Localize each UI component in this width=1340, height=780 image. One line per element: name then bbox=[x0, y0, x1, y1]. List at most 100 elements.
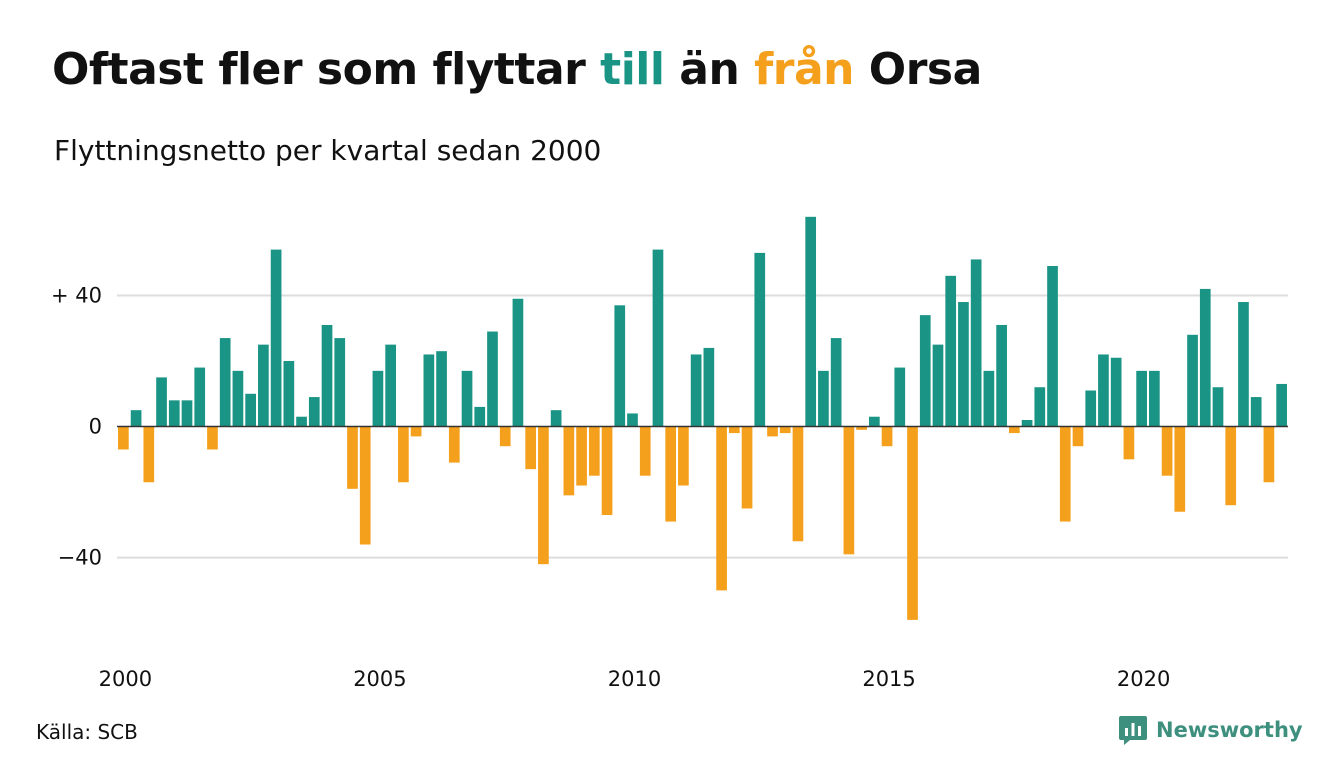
bar bbox=[194, 367, 206, 427]
bar bbox=[1276, 383, 1287, 427]
bar bbox=[156, 377, 167, 427]
title-part: Orsa bbox=[853, 44, 982, 95]
bar bbox=[627, 413, 638, 427]
bar bbox=[601, 426, 613, 516]
bar bbox=[703, 347, 715, 427]
x-tick-label: 2015 bbox=[862, 667, 915, 691]
bar bbox=[945, 275, 957, 427]
bar bbox=[1238, 302, 1249, 427]
bar bbox=[219, 338, 231, 427]
bar bbox=[1161, 426, 1173, 476]
bar bbox=[487, 331, 498, 427]
bar bbox=[983, 370, 995, 427]
bar bbox=[1034, 387, 1046, 427]
bar bbox=[792, 426, 804, 542]
bar bbox=[958, 302, 969, 427]
bar bbox=[1098, 354, 1109, 427]
bar bbox=[690, 354, 702, 427]
bar bbox=[907, 426, 918, 620]
bar bbox=[499, 426, 511, 447]
bar bbox=[614, 305, 626, 427]
bar bbox=[1021, 420, 1033, 427]
bar bbox=[181, 400, 193, 427]
bar bbox=[1187, 334, 1198, 427]
bar bbox=[932, 344, 944, 427]
bar bbox=[805, 216, 817, 427]
bar bbox=[538, 426, 549, 565]
bar bbox=[779, 426, 791, 434]
x-tick-label: 2010 bbox=[608, 667, 661, 691]
bar bbox=[1199, 288, 1211, 427]
bar bbox=[258, 344, 269, 427]
bar bbox=[881, 426, 893, 447]
bar bbox=[270, 249, 282, 427]
bar bbox=[308, 397, 320, 427]
bar bbox=[652, 249, 664, 427]
y-tick-label: −40 bbox=[58, 546, 102, 570]
bar bbox=[398, 426, 409, 483]
bar bbox=[550, 410, 562, 427]
bar bbox=[741, 426, 753, 509]
bars bbox=[118, 216, 1287, 620]
y-tick-label: + 40 bbox=[51, 283, 102, 307]
bar bbox=[754, 252, 766, 427]
bar bbox=[563, 426, 575, 496]
bar bbox=[1047, 265, 1058, 427]
y-tick-label: 0 bbox=[89, 415, 102, 439]
bar bbox=[207, 426, 218, 450]
bar bbox=[283, 361, 295, 427]
newsworthy-chart-bubble-icon bbox=[1119, 716, 1147, 745]
title-part: till bbox=[600, 44, 665, 95]
title-part: än bbox=[664, 44, 755, 95]
chart-subtitle: Flyttningsnetto per kvartal sedan 2000 bbox=[54, 134, 602, 167]
bar bbox=[639, 426, 651, 476]
bar bbox=[385, 344, 396, 427]
bar bbox=[448, 426, 460, 463]
bar bbox=[118, 426, 129, 450]
bar bbox=[1085, 390, 1097, 427]
bar bbox=[1212, 387, 1224, 427]
bar bbox=[1110, 357, 1122, 427]
bar bbox=[525, 426, 537, 470]
title-part: Oftast fler som flyttar bbox=[52, 44, 601, 95]
x-tick-label: 2020 bbox=[1117, 667, 1170, 691]
bar bbox=[970, 259, 982, 427]
title-part: från bbox=[754, 44, 854, 95]
bar bbox=[716, 426, 727, 591]
bar bbox=[232, 370, 244, 427]
bar bbox=[512, 298, 524, 427]
bar bbox=[436, 351, 447, 427]
y-axis-ticks: + 40 0 −40 bbox=[51, 283, 102, 569]
bar bbox=[767, 426, 778, 437]
bar bbox=[678, 426, 689, 486]
bar bbox=[856, 426, 867, 430]
newsworthy-logo: Newsworthy bbox=[1118, 714, 1303, 746]
bar bbox=[996, 324, 1007, 427]
bar bbox=[461, 370, 473, 427]
bar bbox=[1149, 370, 1160, 427]
bar-chart: + 40 0 −40 2000 2005 2010 2015 2020 bbox=[51, 216, 1288, 691]
bar bbox=[245, 393, 256, 427]
bar bbox=[830, 338, 842, 427]
bar bbox=[321, 324, 333, 427]
x-tick-label: 2000 bbox=[99, 667, 152, 691]
bar bbox=[410, 426, 422, 437]
bar bbox=[347, 426, 358, 489]
bar bbox=[665, 426, 677, 522]
grid-lines bbox=[117, 294, 1288, 559]
bar bbox=[1123, 426, 1135, 460]
bar bbox=[296, 416, 307, 427]
bar bbox=[334, 338, 346, 427]
bar bbox=[868, 416, 880, 427]
bar bbox=[168, 400, 180, 427]
bar bbox=[818, 370, 829, 427]
bar bbox=[130, 410, 142, 427]
bar bbox=[894, 367, 906, 427]
bar bbox=[576, 426, 587, 486]
bar bbox=[1059, 426, 1071, 522]
bar bbox=[728, 426, 740, 434]
x-tick-label: 2005 bbox=[353, 667, 406, 691]
bar bbox=[1263, 426, 1275, 483]
bar bbox=[1225, 426, 1237, 506]
bar bbox=[843, 426, 855, 555]
